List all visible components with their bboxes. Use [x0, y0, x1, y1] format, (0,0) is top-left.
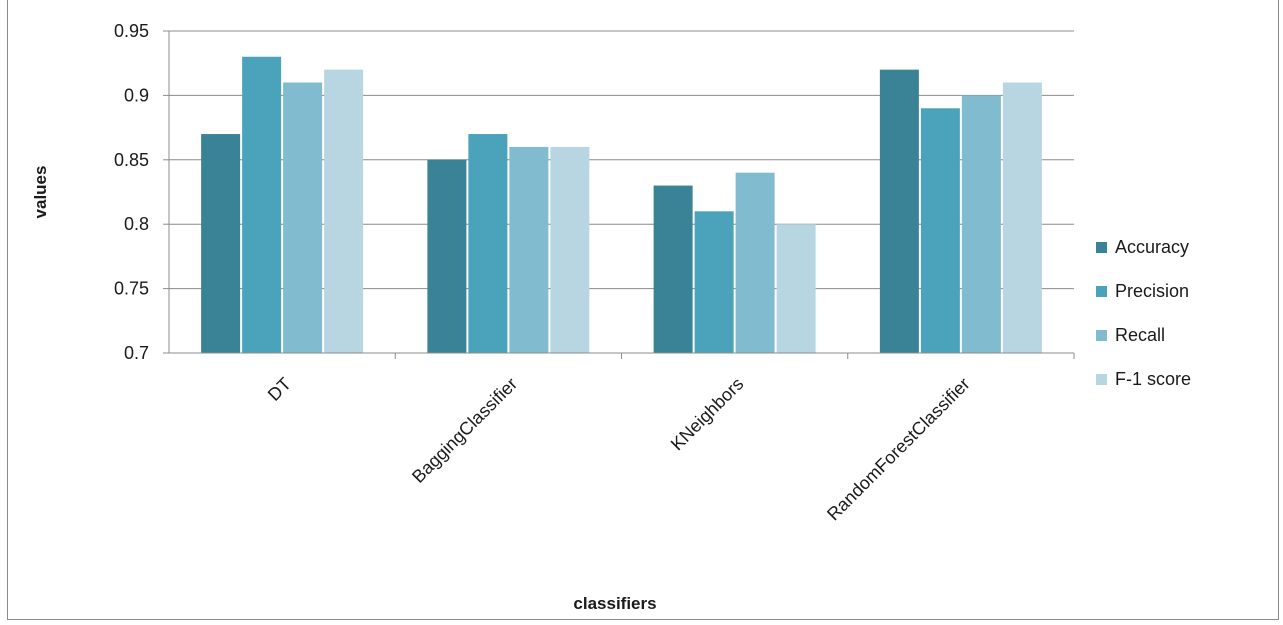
y-tick-label: 0.9: [124, 85, 149, 105]
bar-recall-kneighbors: [735, 172, 775, 353]
bar-recall-baggingclassifier: [509, 146, 549, 353]
bar-recall-randomforestclassifier: [961, 95, 1001, 354]
legend-label: Precision: [1115, 281, 1189, 301]
bar-f-1-score-randomforestclassifier: [1002, 82, 1042, 354]
legend-label: F-1 score: [1115, 369, 1191, 389]
bar-recall-dt: [283, 82, 323, 354]
bar-precision-baggingclassifier: [468, 134, 508, 353]
legend: Accuracy Precision Recall F-1 score: [1096, 237, 1191, 389]
x-axis-ticks: DT BaggingClassifier KNeighbors RandomFores…: [264, 353, 1075, 525]
legend-swatch: [1096, 242, 1107, 253]
bar-accuracy-dt: [201, 134, 241, 353]
legend-label: Recall: [1115, 325, 1165, 345]
x-tick-label: DT: [264, 374, 295, 405]
y-axis-ticks: 0.7 0.75 0.8 0.85 0.9 0.95: [114, 21, 169, 363]
legend-swatch: [1096, 374, 1107, 385]
bar-f-1-score-dt: [324, 69, 364, 353]
y-tick-label: 0.75: [114, 279, 149, 299]
chart-frame: 0.7 0.75 0.8 0.85 0.9 0.95 DT BaggingClassifie…: [7, 0, 1279, 620]
bar-accuracy-baggingclassifier: [427, 159, 467, 353]
y-tick-label: 0.85: [114, 150, 149, 170]
bar-chart: 0.7 0.75 0.8 0.85 0.9 0.95 DT BaggingClassifie…: [31, 21, 1191, 613]
bar-precision-randomforestclassifier: [920, 108, 960, 353]
y-tick-label: 0.7: [124, 343, 149, 363]
x-axis-label: classifiers: [573, 594, 656, 613]
bar-precision-dt: [242, 56, 282, 353]
x-tick-label: KNeighbors: [667, 374, 748, 455]
bar-accuracy-kneighbors: [653, 185, 693, 353]
bars: [201, 56, 1042, 354]
legend-swatch: [1096, 330, 1107, 341]
y-tick-label: 0.95: [114, 21, 149, 41]
y-axis-label: values: [31, 166, 50, 219]
x-tick-label: BaggingClassifier: [408, 374, 521, 487]
legend-swatch: [1096, 286, 1107, 297]
bar-accuracy-randomforestclassifier: [879, 69, 919, 353]
bar-f-1-score-kneighbors: [776, 224, 816, 353]
x-tick-label: RandomForestClassifier: [823, 374, 974, 525]
bar-f-1-score-baggingclassifier: [550, 146, 590, 353]
legend-label: Accuracy: [1115, 237, 1189, 257]
y-tick-label: 0.8: [124, 214, 149, 234]
bar-precision-kneighbors: [694, 211, 734, 353]
